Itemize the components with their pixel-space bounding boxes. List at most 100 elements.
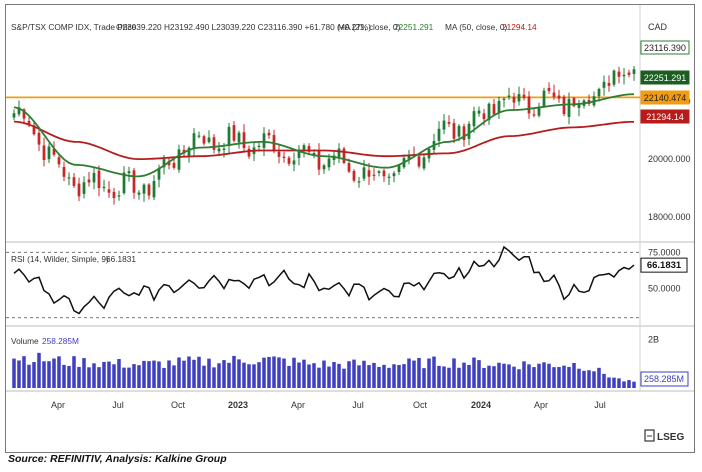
volume-bar [132,364,136,388]
candle-body [187,147,191,157]
volume-bar [397,364,401,388]
volume-bar [467,364,471,388]
volume-bar [92,363,96,388]
candle-body [512,96,516,103]
volume-bar [632,381,636,388]
volume-bar [492,366,496,388]
candle-body [97,170,101,189]
candles [12,65,636,205]
candle-body [237,132,241,143]
candle-body [607,82,611,86]
candle-body [192,133,196,149]
volume-bar [567,366,571,388]
candle-body [547,87,551,92]
candle-body [312,152,316,155]
volume-bar [602,373,606,388]
candle-body [157,167,161,180]
x-tick-label: Apr [51,400,65,410]
volume-bar [512,366,516,388]
volume-bar [507,364,511,388]
volume-label: Volume [11,336,39,346]
candle-body [137,192,141,195]
volume-bar [262,357,266,388]
candle-body [197,135,201,137]
volume-bar [452,358,456,388]
volume-bar [607,377,611,388]
candle-body [572,98,576,107]
volume-bar [307,364,311,388]
candle-body [557,95,561,99]
svg-text:258.285M: 258.285M [644,374,684,384]
svg-text:LSEG: LSEG [657,432,684,443]
instrument-label: S&P/TSX COMP IDX, Trade Price [11,22,137,32]
volume-bar [117,359,121,388]
volume-bar [282,358,286,388]
candle-body [367,170,371,177]
candle-body [552,92,556,97]
price-tag-last: 23116.390 [640,40,690,55]
volume-bar [422,368,426,388]
x-tick-label: 2023 [228,400,248,410]
volume-bar [437,365,441,388]
volume-bar [382,364,386,388]
ma21-value: 22251.291 [394,22,434,32]
candle-body [292,160,296,165]
volume-bar [147,361,151,388]
volume-bar [627,380,631,388]
candle-body [337,148,341,158]
candle-body [57,157,61,165]
candle-body [372,174,376,176]
x-tick-label: Oct [413,400,428,410]
volume-bar [272,356,276,388]
svg-text:66.1831: 66.1831 [647,260,682,271]
candle-body [467,123,471,139]
volume-bar [67,366,71,388]
volume-bar [297,362,301,388]
volume-bar [472,357,476,388]
candle-body [122,172,126,194]
volume-bar [237,359,241,388]
volume-bar [322,360,326,388]
candle-body [242,132,246,148]
candle-body [62,166,66,177]
candle-body [282,156,286,158]
candle-body [627,72,631,75]
volume-bar [387,367,391,388]
rsi-line [13,245,635,315]
candle-body [67,177,71,179]
ma50-value: 21294.14 [502,22,537,32]
volume-bar [462,362,466,388]
volume-bar [352,359,356,388]
volume-bar [122,367,126,388]
candle-body [177,149,181,170]
volume-bar [597,367,601,388]
candle-body [52,148,56,155]
volume-tag: 258.285M [640,371,689,387]
volume-bar [267,356,271,388]
candle-body [12,113,16,118]
volume-bar [592,371,596,388]
candle-body [392,173,396,177]
volume-bar [317,367,321,388]
volume-bar [212,367,216,388]
candle-body [477,110,481,114]
volume-bar [52,358,56,388]
volume-bar [412,360,416,388]
candle-body [407,154,411,160]
volume-bar [482,367,486,388]
volume-bar [402,364,406,388]
candle-body [502,98,506,100]
volume-bar [167,360,171,388]
volume-bar [327,366,331,388]
volume-bar [12,358,16,388]
volume-bar [247,364,251,388]
rsi-tick: 50.0000 [648,284,681,294]
candle-body [497,100,501,113]
candle-body [72,177,76,186]
candle-body [112,191,116,198]
candle-body [102,186,106,189]
volume-tick: 2B [648,334,659,344]
volume-bar [457,367,461,388]
rsi-value-label: 66.1831 [106,254,136,264]
